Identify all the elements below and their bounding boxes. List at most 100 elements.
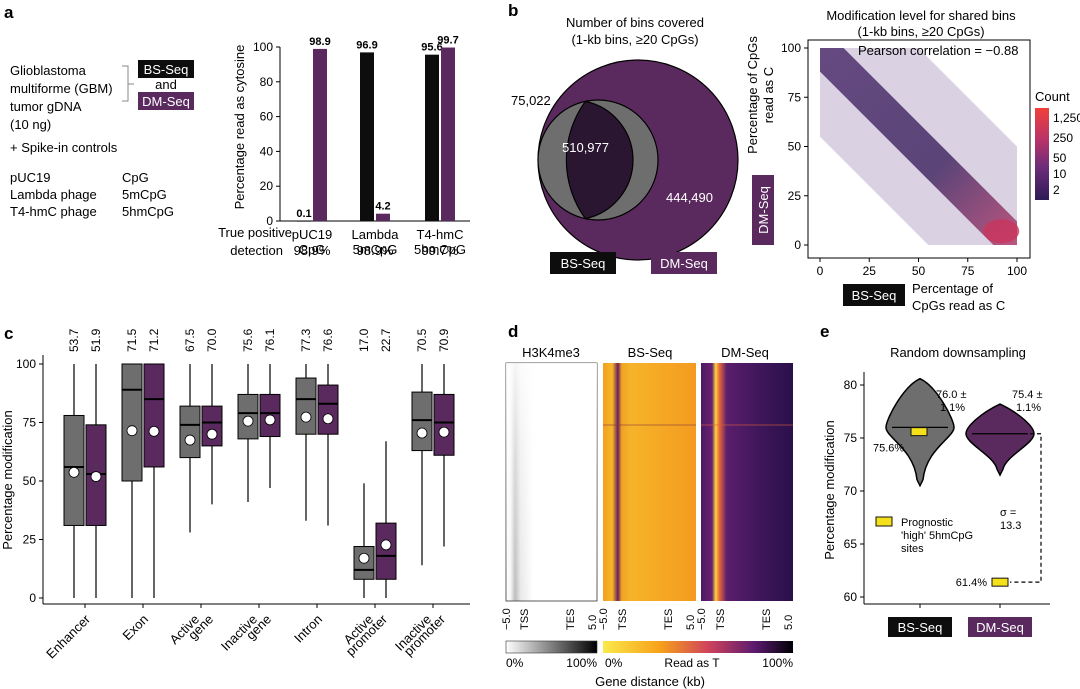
count-legend-title: Count: [1035, 89, 1070, 104]
bar-y-tick-label: 60: [260, 110, 274, 124]
bs-stat-line-2: 1.1%: [940, 402, 965, 414]
gene-distance-label: Gene distance (kb): [595, 674, 705, 689]
panel-b-venn: Number of bins covered (1-kb bins, ≥20 C…: [511, 15, 739, 274]
box-mean-label: 77.3: [299, 328, 313, 352]
violin-dm-seq: [965, 403, 1035, 477]
box-dm-seq: [375, 522, 397, 580]
heatmap-h3k4me3-fade: [506, 363, 597, 601]
bar-value-label: 98.9: [309, 36, 330, 48]
heatmap-header-dm: DM-Seq: [721, 345, 769, 360]
sample-line-3: tumor gDNA: [10, 99, 82, 114]
venn-bs-legend-label: BS-Seq: [561, 256, 606, 271]
bar-bs-seq: [425, 54, 439, 221]
bs-seq-tag: [138, 60, 194, 78]
legend-line-2: 'high' 5hmCpG: [901, 530, 973, 542]
box-mean-label: 67.5: [183, 328, 197, 352]
scatter-dm-axis-tag: [752, 175, 774, 245]
panel-label-a: a: [4, 3, 14, 22]
box-category-label: Exon: [120, 612, 152, 644]
bar-dm-seq: [376, 213, 390, 221]
spike-in-label: + Spike-in controls: [10, 140, 118, 155]
box-mean-label: 22.7: [379, 328, 393, 352]
bar-y-tick-label: 40: [260, 144, 274, 158]
box-mean-marker: [126, 425, 138, 437]
venn-dm-legend: [651, 252, 717, 274]
panel-e: Random downsampling Percentage modificat…: [822, 345, 1050, 637]
tp-label-line-2: detection: [230, 243, 283, 258]
heatmap-xticks: −5.0 TSS TES 5.0 −5.0 TSS TES 5.0 −5.0 T…: [501, 608, 795, 630]
count-tick-250: 250: [1053, 131, 1073, 145]
venn-bs-legend: [550, 252, 616, 274]
venn-title-line-1: Number of bins covered: [566, 15, 704, 30]
t-scale-max: 100%: [762, 656, 793, 670]
h3-scale-min: 0%: [506, 656, 524, 670]
dm-seq-tag-label: DM-Seq: [142, 94, 190, 109]
pearson-label: Pearson correlation = −0.88: [858, 43, 1018, 58]
box-mean-label: 76.6: [321, 328, 335, 352]
scatter-y-tick-label: 0: [794, 238, 801, 252]
panel-b-scatter: Modification level for shared bins (1-kb…: [745, 8, 1080, 313]
bar-y-tick-label: 0: [266, 214, 273, 228]
box-bs-seq: [295, 377, 317, 435]
panel-c: Percentage modification 0 25 50 75 100 53.7 51…: [0, 328, 470, 661]
dm-stat-line-1: 75.4 ±: [1012, 389, 1043, 401]
control-mod-2: 5mCpG: [122, 187, 167, 202]
scatter-lower-spread: [820, 71, 994, 245]
h3-tick-start: −5.0: [501, 608, 513, 630]
h3-tick-tss: TSS: [519, 609, 531, 630]
scatter-hotspot: [983, 219, 1020, 244]
bar-y-tick-label: 80: [260, 75, 274, 89]
count-legend-bar: [1035, 108, 1049, 200]
panel-label-c: c: [4, 324, 13, 343]
box-mean-marker: [416, 427, 428, 439]
bar-value-label: 0.1: [296, 208, 311, 220]
sample-bracket: [122, 65, 134, 102]
dm-seq-tag: [138, 92, 194, 110]
box-category-label: Enhancer: [43, 611, 93, 661]
scatter-density-band: [820, 48, 1017, 245]
scatter-title-line-1: Modification level for shared bins: [826, 8, 1016, 23]
bar-dm-seq: [441, 47, 455, 221]
violin-y-tick-label: 70: [844, 484, 858, 498]
box-dm-seq: [201, 405, 223, 447]
bar-category-label: 5hmCpG: [414, 242, 466, 257]
box-mean-label: 71.5: [125, 328, 139, 352]
box-bs-seq: [121, 363, 143, 482]
box-y-tick-label: 75: [23, 416, 37, 430]
bar-value-label: 96.9: [356, 39, 377, 51]
box-plot: 0 25 50 75 100 53.7 51.9 Enhancer 71.5 71.2 Exon 67…: [16, 328, 470, 661]
scatter-dm-axis-tag-label: DM-Seq: [756, 186, 771, 234]
panel-label-b: b: [508, 1, 518, 20]
box-mean-marker: [206, 428, 218, 440]
venn-intersection: [565, 100, 634, 220]
sigma-line-1: σ =: [1000, 507, 1016, 519]
scatter-x-tick-label: 50: [912, 264, 926, 278]
heatmap-dm-seq: [701, 363, 793, 601]
heatmap-header-bs: BS-Seq: [628, 345, 673, 360]
bs-stat-line-1: 76.0 ±: [936, 389, 967, 401]
control-name-2: Lambda phage: [10, 187, 97, 202]
scatter-bs-axis-tag-label: BS-Seq: [852, 288, 897, 303]
scatter-x-tick-label: 25: [863, 264, 877, 278]
box-y-tick-label: 25: [23, 533, 37, 547]
bs-seq-tag-label: BS-Seq: [144, 62, 189, 77]
scatter-ylabel-line-2: read as C: [761, 67, 776, 123]
scatter-upper-spread: [843, 48, 1017, 222]
dm-stat-line-2: 1.1%: [1016, 402, 1041, 414]
dm-tick-end: 5.0: [783, 615, 795, 630]
violin-dm-tag: [968, 617, 1032, 637]
count-tick-2: 2: [1053, 183, 1060, 197]
panel-a: Glioblastoma multiforme (GBM) tumor gDNA…: [10, 35, 470, 258]
sigma-line-2: 13.3: [1000, 520, 1021, 532]
box-mean-label: 71.2: [147, 328, 161, 352]
bs-tick-tss: TSS: [617, 609, 629, 630]
scatter-plot: 0 25 50 75 100 0 25 50 75 100: [781, 39, 1031, 278]
box-mean-marker: [242, 415, 254, 427]
scatter-xlabel-line-1: Percentage of: [912, 281, 993, 296]
box-mean-label: 53.7: [67, 328, 81, 352]
prognostic-marker-dm: [991, 577, 1009, 587]
violin-dm-tag-label: DM-Seq: [976, 620, 1024, 635]
prognostic-legend-swatch: [875, 516, 893, 527]
